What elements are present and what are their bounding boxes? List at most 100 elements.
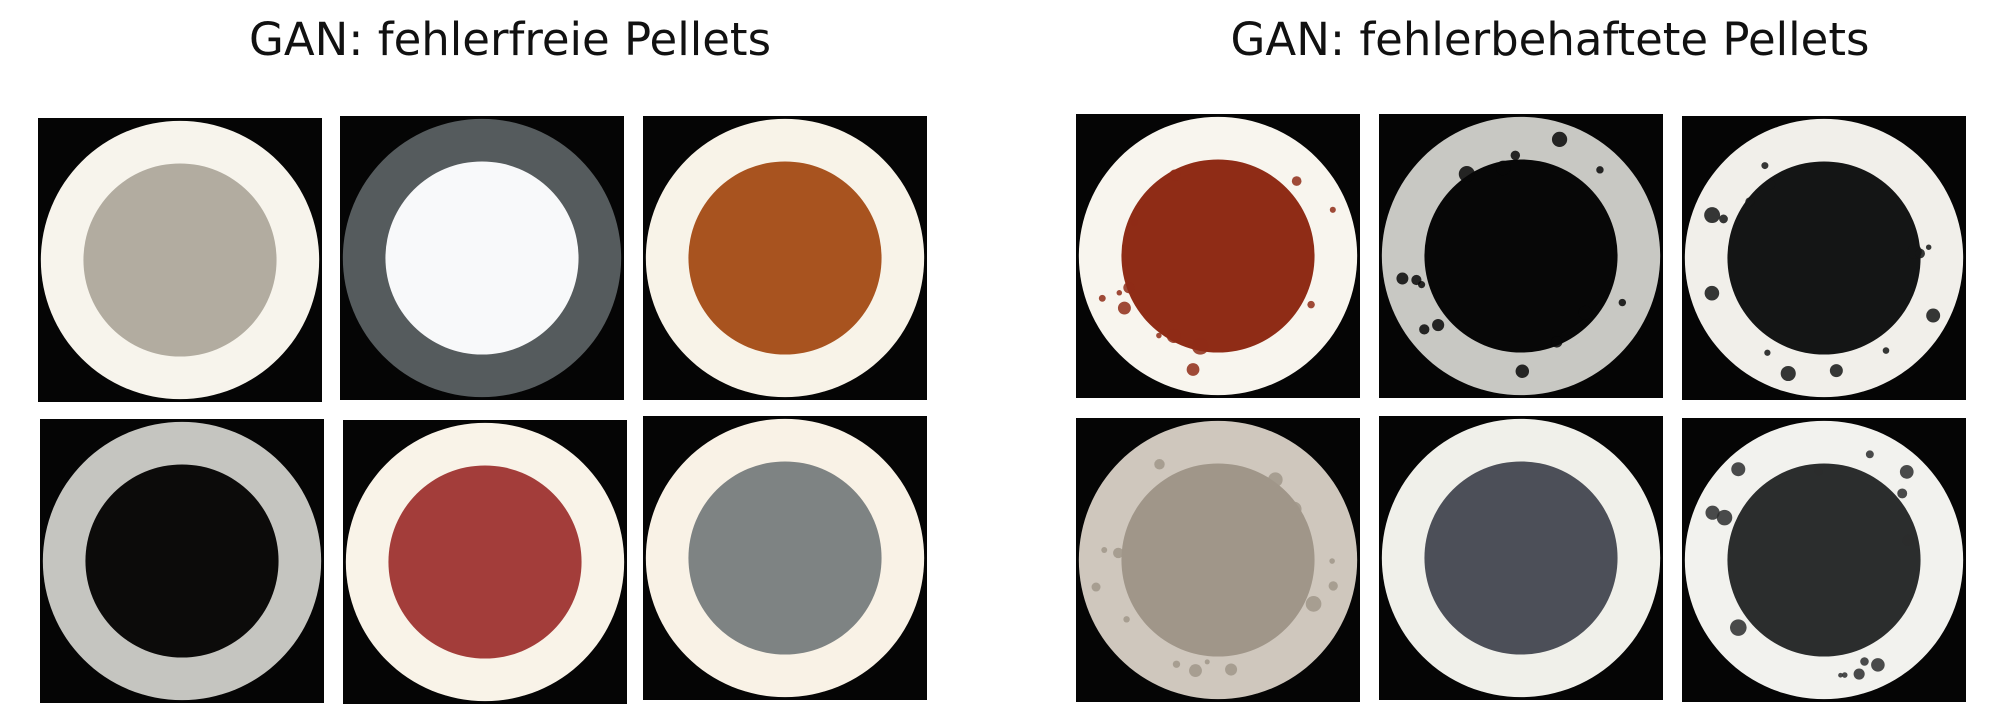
defect-spot (1705, 505, 1720, 520)
defect-spot (1154, 459, 1165, 470)
defect-spot (1860, 657, 1869, 666)
pellet-core (388, 465, 582, 659)
pellet-graphic (1379, 114, 1663, 398)
defect-spot (1551, 336, 1563, 348)
defect-spot (1731, 462, 1746, 477)
defect-spot (1745, 197, 1755, 207)
pellet-image (1076, 114, 1360, 398)
pellet-graphic (40, 419, 324, 703)
defect-spot (1191, 337, 1209, 355)
pellet-graphic (38, 118, 322, 402)
pellet-core (1121, 159, 1315, 353)
pellet-core (1424, 159, 1618, 353)
pellet-image (1076, 418, 1360, 702)
pellet-graphic (643, 116, 927, 400)
defect-spot (1156, 332, 1162, 339)
pellet-graphic (340, 116, 624, 400)
defect-spot (1123, 260, 1129, 266)
defect-spot (1764, 349, 1771, 356)
pellet-image (343, 420, 627, 704)
defect-spot (1899, 464, 1914, 479)
defect-spot (1419, 324, 1430, 335)
pellet-image (340, 116, 624, 400)
defect-spot (1204, 659, 1210, 665)
pellet-graphic (343, 420, 627, 704)
defect-spot (1865, 450, 1874, 459)
defect-spot (1926, 308, 1941, 323)
defect-spot (1761, 162, 1769, 170)
defect-spot (1117, 301, 1131, 315)
defect-spot (1123, 616, 1130, 623)
defect-spot (1515, 364, 1530, 378)
defect-spot (1765, 179, 1776, 190)
pellet-image (40, 419, 324, 703)
pellet-core (688, 161, 882, 355)
pellet-core (688, 461, 882, 655)
pellet-image (643, 116, 927, 400)
defect-spot (1882, 347, 1890, 354)
defect-spot (1596, 166, 1604, 174)
defect-spot (1305, 596, 1322, 612)
defect-spot (1417, 281, 1426, 289)
defect-spot (1814, 466, 1823, 476)
defect-spot (1225, 663, 1238, 676)
pellet-core (85, 464, 279, 658)
defect-spot (1186, 363, 1200, 376)
defect-spot (1116, 290, 1123, 296)
defect-spot (1130, 218, 1139, 227)
defect-spot (1329, 558, 1335, 564)
defect-spot (1719, 214, 1728, 224)
defect-spot (1307, 300, 1315, 309)
defect-spot (1704, 285, 1720, 301)
defect-spot (1897, 488, 1908, 499)
defect-spot (1551, 131, 1568, 148)
defect-spot (1101, 547, 1108, 553)
defect-spot (1287, 501, 1302, 517)
defect-spot (1172, 660, 1181, 668)
defect-spot (1510, 150, 1521, 161)
defect-spot (1189, 664, 1202, 678)
defect-spot (1432, 318, 1445, 332)
defect-spot (1716, 509, 1733, 526)
defect-spot (1495, 160, 1511, 176)
pellet-image (1379, 114, 1663, 398)
defect-spot (1268, 472, 1283, 487)
defect-spot (1704, 207, 1721, 224)
defect-spot (1915, 248, 1925, 259)
defect-spot (1098, 294, 1106, 302)
defect-spot (1853, 668, 1865, 680)
pellet-image (38, 118, 322, 402)
defect-spot (1169, 169, 1181, 182)
defect-spot (1328, 581, 1338, 591)
pellet-core (385, 161, 579, 355)
defect-spot (1458, 165, 1475, 183)
defect-spot (1838, 672, 1843, 678)
defect-spot (1329, 206, 1336, 213)
pellet-image (1682, 116, 1966, 400)
pellet-image (643, 416, 927, 700)
pellet-core (83, 163, 277, 357)
title-defective-pellets: GAN: fehlerbehaftete Pellets (1230, 13, 1870, 66)
pellet-image (1682, 418, 1966, 702)
defect-spot (1902, 534, 1914, 546)
pellet-graphic (1076, 114, 1360, 398)
pellet-graphic (1682, 418, 1966, 702)
defect-spot (1780, 365, 1796, 382)
title-defect-free-pellets: GAN: fehlerfreie Pellets (248, 13, 772, 66)
pellet-core (1424, 461, 1618, 655)
defect-spot (1841, 672, 1848, 678)
defect-spot (1925, 244, 1932, 250)
defect-spot (1578, 305, 1593, 320)
defect-spot (1871, 658, 1885, 672)
pellet-graphic (1076, 418, 1360, 702)
defect-spot (1113, 547, 1124, 559)
defect-spot (1123, 281, 1135, 294)
pellet-graphic (1379, 416, 1663, 700)
defect-spot (1730, 619, 1747, 636)
pellet-graphic (1682, 116, 1966, 400)
pellet-core (1121, 463, 1315, 657)
pellet-core (1727, 161, 1921, 355)
defect-spot (1396, 272, 1409, 285)
defect-spot (1829, 364, 1843, 378)
defect-spot (1291, 176, 1302, 186)
